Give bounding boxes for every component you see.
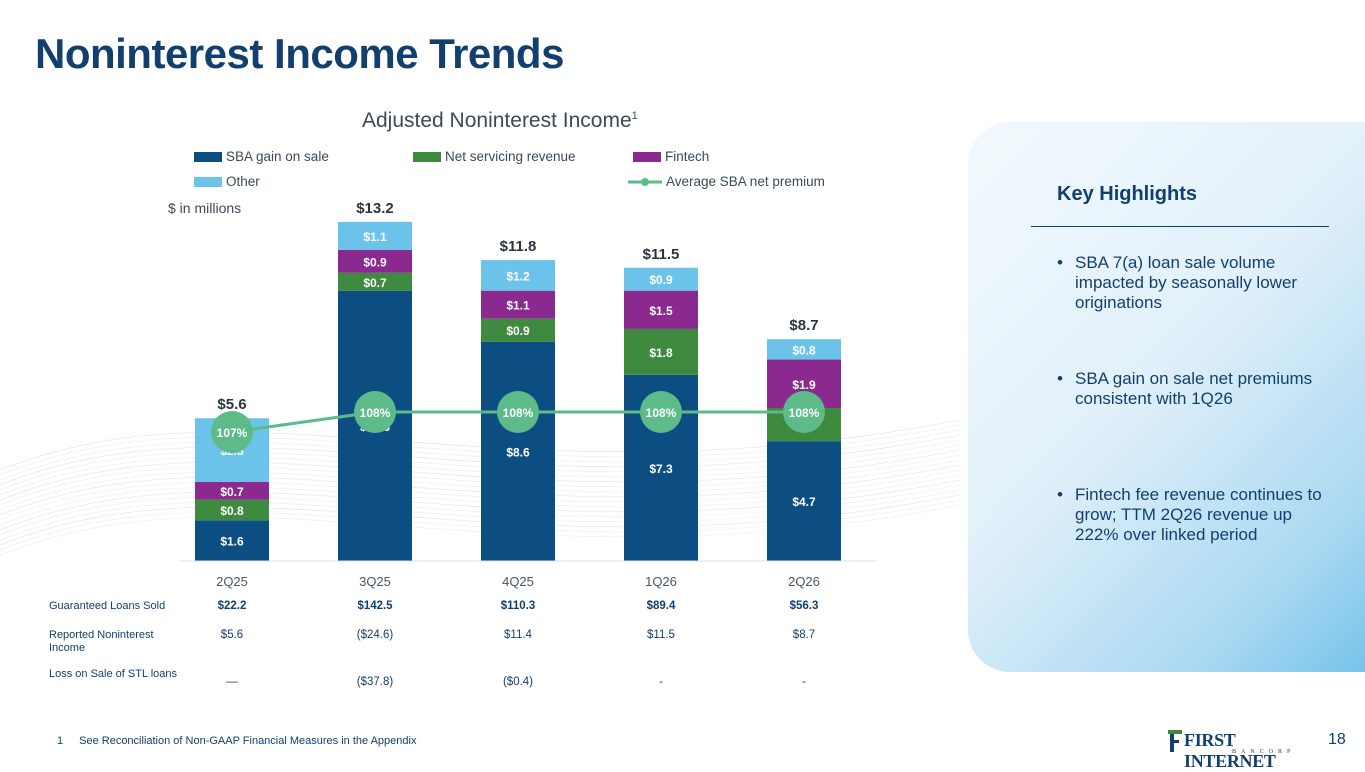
bar-segment-other [624,267,698,291]
bar-segment-label: $1.2 [506,269,530,283]
bar-total-label: $8.7 [789,317,818,334]
table-cell: - [659,676,663,688]
x-axis-labels: 2Q25 3Q25 4Q25 1Q26 2Q26 [216,574,820,589]
bar-segment-sba-gain-on-sale [481,341,555,561]
highlight-bullet: • SBA 7(a) loan sale volume impacted by s… [1057,253,1298,312]
legend-swatch [413,151,441,162]
premium-line-group: 107% 108% 108% 108% 108% [211,391,825,453]
units-label: $ in millions [168,200,242,216]
bar-segment-label: $1.1 [363,230,387,244]
bar-segment-net-servicing-revenue [338,272,412,291]
bar-segment-label: $1.8 [649,346,673,360]
bar-segment-net-servicing-revenue [481,318,555,342]
bar-segment-label: $1.1 [506,299,530,313]
bar-segment-other [338,221,412,250]
table-cell: $11.4 [504,629,532,641]
page-title: Noninterest Income Trends [35,30,564,77]
bar-segment-sba-gain-on-sale [767,441,841,561]
table-cell: — [226,676,238,688]
table-row-label: Loss on Sale of STL loans [49,668,178,680]
premium-label: 108% [789,406,820,420]
bar-segment-label: $8.6 [506,445,530,459]
legend-line-swatch [628,177,680,187]
chart-title: Adjusted Noninterest Income1 [362,109,638,132]
footnote-number: 1 [57,735,64,747]
bar-segment-fintech [481,290,555,319]
bar-segment-label: $1.6 [220,535,244,549]
x-tick-label: 2Q26 [788,574,820,589]
legend-avg-premium: Average SBA net premium [628,174,825,189]
footnote-text: See Reconciliation of Non-GAAP Financial… [79,735,417,747]
premium-marker [354,391,396,433]
bar-total-label: $5.6 [217,396,246,413]
highlight-bullet: • Fintech fee revenue continues to grow; … [1057,485,1322,544]
logo-mark-icon [1168,730,1182,752]
legend-swatch [194,176,222,187]
bar-segment-label: $1.5 [649,304,673,318]
bar-segment-label: $0.8 [220,504,244,518]
legend-swatch [633,151,661,162]
bar-total-label: $13.2 [356,200,394,217]
x-tick-label: 4Q25 [502,574,534,589]
premium-marker [640,391,682,433]
table-cell: $110.3 [500,600,536,612]
bar-segment-fintech [624,290,698,329]
bar-segment-fintech [338,249,412,273]
bar-segment-label: $0.8 [792,343,816,357]
bar-segment-label: $0.7 [363,276,387,290]
highlight-bullet: • SBA gain on sale net premiums consisten… [1057,369,1313,408]
legend-net-servicing: Net servicing revenue [413,149,576,164]
table-cell: ($0.4) [502,676,534,688]
bars-group: $1.6$0.8$0.7$2.5$5.6$10.6$0.7$0.9$1.1$13… [195,200,841,561]
premium-label: 107% [217,426,248,440]
bar-segment-label: $0.9 [649,273,673,287]
legend-sba-gain: SBA gain on sale [194,149,329,164]
premium-label: 108% [360,406,391,420]
table-cell: - [802,676,806,688]
legend-swatch [194,151,222,162]
bar-total-label: $11.8 [500,238,537,255]
premium-marker [783,391,825,433]
bar-segment-label: $0.9 [506,324,530,338]
table-row-label: Reported Noninterest Income [49,629,154,654]
highlights-divider [1031,226,1329,227]
table-cell: $56.3 [789,600,819,612]
bar-segment-net-servicing-revenue [624,328,698,375]
bar-segment-label: $7.3 [649,462,673,476]
table-cell: $11.5 [647,629,675,641]
table-cell: $5.6 [220,629,244,641]
bar-segment-fintech [195,481,269,500]
table-cell: ($37.8) [356,676,394,688]
stacked-bar-chart: $1.6$0.8$0.7$2.5$5.6$10.6$0.7$0.9$1.1$13… [0,200,960,589]
company-logo: FIRST INTERNET BANCORP [1168,728,1310,771]
bar-segment-other [481,260,555,291]
table-cell: $142.5 [357,600,393,612]
bar-segment-net-servicing-revenue [195,499,269,521]
legend-fintech: Fintech [633,149,709,164]
bar-segment-label: $1.9 [792,378,816,392]
premium-label: 108% [646,406,677,420]
premium-label: 108% [503,406,534,420]
highlights-panel [968,122,1365,672]
x-tick-label: 2Q25 [216,574,248,589]
bar-segment-sba-gain-on-sale [195,520,269,561]
table-row-label: Guaranteed Loans Sold [49,600,166,612]
bar-total-label: $11.5 [643,246,680,263]
table-cell: $89.4 [646,600,676,612]
page-number: 18 [1328,731,1346,748]
premium-marker [211,411,253,453]
bar-segment-other [767,339,841,360]
table-cell: ($24.6) [356,629,394,641]
legend-other: Other [194,174,260,189]
bar-segment-label: $0.9 [363,255,387,269]
footnote: 1 See Reconciliation of Non-GAAP Financia… [57,735,416,747]
x-tick-label: 3Q25 [359,574,391,589]
highlights-title: Key Highlights [1057,183,1198,205]
table-cell: $22.2 [217,600,247,612]
bar-segment-label: $4.7 [792,495,816,509]
bar-segment-label: $0.7 [220,485,244,499]
x-tick-label: 1Q26 [645,574,677,589]
premium-marker [497,391,539,433]
table-cell: $8.7 [792,629,816,641]
